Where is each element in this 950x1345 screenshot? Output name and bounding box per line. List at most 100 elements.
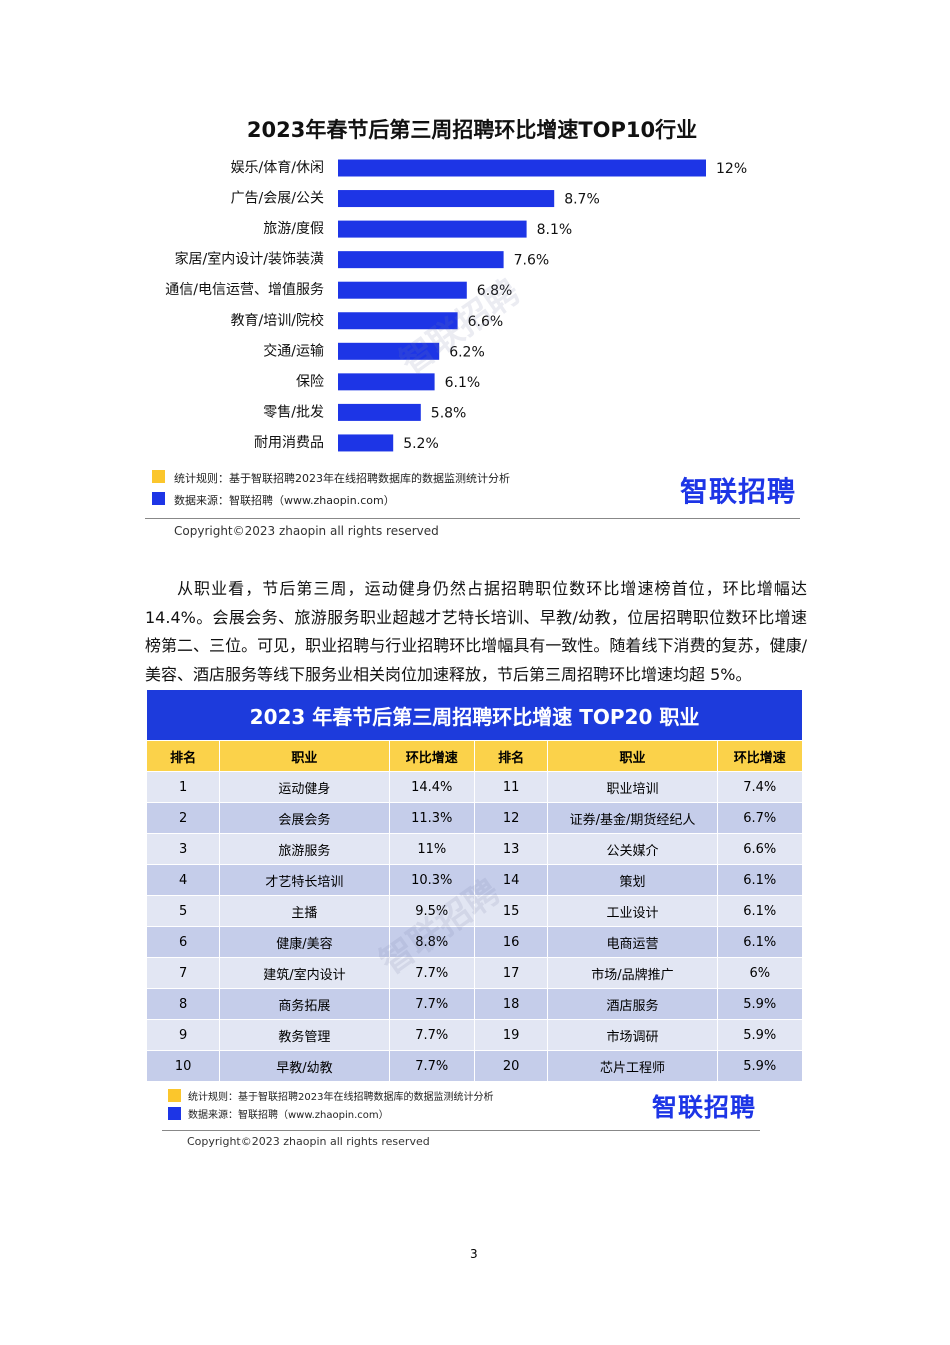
- table-cell: 排名: [147, 740, 221, 772]
- table-cell: 10: [147, 1050, 221, 1082]
- table-cell: 运动健身: [219, 771, 390, 803]
- divider: [162, 1130, 760, 1131]
- category-label: 交通/运输: [263, 342, 324, 359]
- value-label: 6.6%: [468, 314, 504, 330]
- table-row: 3 旅游服务 11% 13 公关媒介 6.6%: [147, 833, 804, 865]
- category-label: 家居/室内设计/装饰装潢: [175, 251, 324, 268]
- category-label: 通信/电信运营、增值服务: [165, 282, 324, 298]
- table-cell: 7.7%: [389, 1019, 476, 1051]
- table-cell: 建筑/室内设计: [219, 957, 390, 989]
- table-cell: 6: [147, 926, 221, 958]
- value-label: 5.8%: [431, 405, 467, 421]
- table-cell: 16: [474, 926, 549, 958]
- table-cell: 会展会务: [219, 802, 390, 834]
- table-cell: 策划: [547, 864, 718, 896]
- table-cell: 10.3%: [389, 864, 476, 896]
- value-label: 6.1%: [445, 375, 481, 391]
- table-cell: 13: [474, 833, 549, 865]
- paragraph: 从职业看，节后第三周，运动健身仍然占据招聘职位数环比增速榜首位，环比增幅达14.…: [145, 579, 807, 684]
- table-cell: 3: [147, 833, 221, 865]
- table-cell: 市场/品牌推广: [547, 957, 718, 989]
- category-label: 教育/培训/院校: [231, 312, 324, 329]
- table-cell: 环比增速: [717, 740, 804, 772]
- table-cell: 芯片工程师: [547, 1050, 718, 1082]
- table-cell: 职业: [219, 740, 390, 772]
- table-cell: 5.9%: [717, 988, 804, 1020]
- bar: [338, 434, 394, 452]
- page-number: 3: [470, 1247, 478, 1261]
- table-cell: 11.3%: [389, 802, 476, 834]
- legend-square: [152, 492, 165, 505]
- table-cell: 7: [147, 957, 221, 989]
- category-label: 旅游/度假: [263, 221, 324, 237]
- table-cell: 证券/基金/期货经纪人: [547, 802, 718, 834]
- copyright: Copyright©2023 zhaopin all rights reserv…: [187, 1135, 430, 1148]
- copyright: Copyright©2023 zhaopin all rights reserv…: [174, 524, 439, 538]
- table-cell: 17: [474, 957, 549, 989]
- table-cell: 排名: [474, 740, 549, 772]
- chart: 2023年春节后第三周招聘环比增速TOP10行业 娱乐/体育/休闲 12% 广告/会…: [165, 118, 747, 452]
- table-cell: 5.9%: [717, 1050, 804, 1082]
- table-cell: 工业设计: [547, 895, 718, 927]
- table-cell: 教务管理: [219, 1019, 390, 1051]
- value-label: 5.2%: [403, 436, 439, 452]
- table-cell: 环比增速: [389, 740, 476, 772]
- table-cell: 7.7%: [389, 988, 476, 1020]
- table-cell: 职业培训: [547, 771, 718, 803]
- table-cell: 市场调研: [547, 1019, 718, 1051]
- bar: [338, 312, 458, 330]
- table-cell: 5: [147, 895, 221, 927]
- table-cell: 15: [474, 895, 549, 927]
- bar: [338, 281, 467, 299]
- table-row: 排名 职业 环比增速 排名 职业 环比增速: [147, 740, 804, 772]
- table-cell: 酒店服务: [547, 988, 718, 1020]
- table-cell: 6.1%: [717, 895, 804, 927]
- table-row: 9 教务管理 7.7% 19 市场调研 5.9%: [147, 1019, 804, 1051]
- legend-square: [168, 1089, 181, 1102]
- table-cell: 早教/幼教: [219, 1050, 390, 1082]
- value-label: 6.8%: [477, 283, 513, 299]
- value-label: 8.1%: [537, 222, 573, 238]
- table-cell: 旅游服务: [219, 833, 390, 865]
- table-cell: 11%: [389, 833, 476, 865]
- category-label: 保险: [296, 374, 324, 390]
- table-cell: 6%: [717, 957, 804, 989]
- note-source: 数据来源：智联招聘（www.zhaopin.com）: [174, 494, 395, 507]
- table-row: 4 才艺特长培训 10.3% 14 策划 6.1%: [147, 864, 804, 896]
- bar: [338, 190, 555, 208]
- note-rule: 统计规则：基于智联招聘2023年在线招聘数据库的数据监测统计分析: [188, 1092, 494, 1103]
- divider: [145, 518, 800, 519]
- table-cell: 电商运营: [547, 926, 718, 958]
- table-cell: 健康/美容: [219, 926, 390, 958]
- bar: [338, 251, 504, 269]
- table-cell: 11: [474, 771, 549, 803]
- table-cell: 9: [147, 1019, 221, 1051]
- table-cell: 7.7%: [389, 957, 476, 989]
- table-cell: 商务拓展: [219, 988, 390, 1020]
- table: 2023 年春节后第三周招聘环比增速 TOP20 职业 排名 职业 环比增速 排名 职业…: [147, 690, 804, 1082]
- table-cell: 6.1%: [717, 926, 804, 958]
- table-row: 1 运动健身 14.4% 11 职业培训 7.4%: [147, 771, 804, 803]
- table-cell: 14: [474, 864, 549, 896]
- value-label: 8.7%: [564, 192, 600, 208]
- table-cell: 9.5%: [389, 895, 476, 927]
- table-cell: 才艺特长培训: [219, 864, 390, 896]
- bar: [338, 159, 706, 177]
- table-row: 6 健康/美容 8.8% 16 电商运营 6.1%: [147, 926, 804, 958]
- table-cell: 6.1%: [717, 864, 804, 896]
- table-cell: 公关媒介: [547, 833, 718, 865]
- table-cell: 主播: [219, 895, 390, 927]
- logo: 智联招聘: [652, 1093, 757, 1122]
- table-cell: 1: [147, 771, 221, 803]
- category-label: 耐用消费品: [254, 435, 324, 451]
- table-cell: 2: [147, 802, 221, 834]
- table-cell: 7.7%: [389, 1050, 476, 1082]
- table-cell: 职业: [547, 740, 718, 772]
- table-cell: 12: [474, 802, 549, 834]
- category-label: 广告/会展/公关: [231, 191, 324, 207]
- table-row: 7 建筑/室内设计 7.7% 17 市场/品牌推广 6%: [147, 957, 804, 989]
- table-cell: 8.8%: [389, 926, 476, 958]
- table-row: 2 会展会务 11.3% 12 证券/基金/期货经纪人 6.7%: [147, 802, 804, 834]
- chart-title: 2023年春节后第三周招聘环比增速TOP10行业: [247, 118, 697, 142]
